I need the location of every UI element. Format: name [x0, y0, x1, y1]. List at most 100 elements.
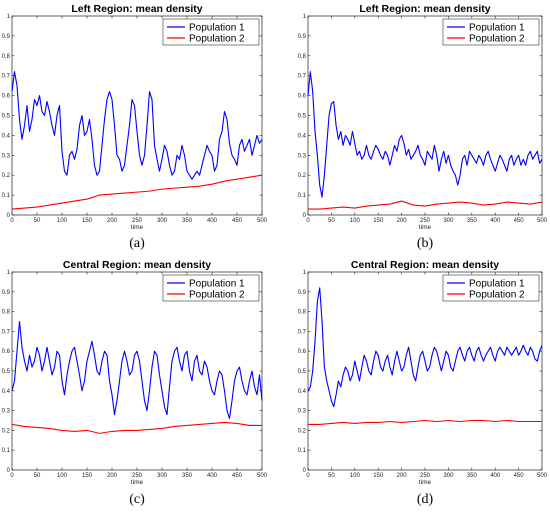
panel-caption: (b): [417, 236, 434, 251]
chart-panel: Central Region: mean density 0 0.1 0.2 0.3 0.…: [298, 259, 548, 507]
panel-caption: (d): [417, 492, 434, 507]
y-tick-label: 0.9: [298, 34, 307, 40]
y-tick-label: 0.8: [2, 310, 11, 316]
legend-entry: Population 1: [189, 23, 245, 34]
x-tick-label: 350: [182, 473, 193, 479]
x-tick-label: 350: [467, 218, 478, 224]
legend: [162, 274, 260, 302]
chart-title: Central Region: mean density: [63, 259, 211, 271]
x-tick-label: 350: [467, 473, 478, 479]
x-tick-label: 300: [157, 218, 168, 224]
x-tick-label: 500: [537, 473, 548, 479]
y-tick-label: 0: [303, 213, 307, 219]
y-tick-label: 0.5: [298, 114, 307, 120]
series-line-2: [308, 200, 543, 210]
chart-title: Left Region: mean density: [71, 3, 202, 15]
x-tick-label: 350: [182, 218, 193, 224]
x-tick-label: 400: [490, 473, 501, 479]
x-tick-label: 0: [10, 473, 14, 479]
x-axis-label: time: [131, 224, 144, 231]
chart-panel: Central Region: mean density 0 0.1 0.2 0.3 0.…: [2, 259, 268, 507]
series-line-1: [307, 71, 543, 198]
x-tick-label: 100: [350, 473, 361, 479]
x-tick-label: 450: [232, 473, 243, 479]
y-tick-label: 0.7: [2, 329, 11, 335]
x-tick-label: 500: [257, 218, 268, 224]
x-tick-label: 500: [257, 473, 268, 479]
y-tick-label: 0.8: [298, 310, 307, 316]
x-tick-label: 300: [443, 473, 454, 479]
chart-panel: Left Region: mean density 0 0.1 0.2 0.3 0.4 0.…: [2, 3, 268, 251]
x-tick-label: 50: [328, 473, 335, 479]
y-tick-label: 0.3: [298, 153, 307, 159]
y-tick-label: 0: [7, 468, 11, 474]
y-tick-label: 0.6: [298, 349, 307, 355]
legend-entry: Population 1: [469, 279, 525, 290]
x-axis-label: time: [419, 479, 432, 486]
x-tick-label: 150: [373, 473, 384, 479]
x-tick-label: 100: [57, 218, 68, 224]
y-tick-label: 0.1: [2, 448, 11, 454]
chart-panel: Left Region: mean density 0 0.1 0.2 0.3 0.4 0.…: [298, 3, 548, 251]
y-tick-label: 0.4: [2, 389, 11, 395]
y-tick-label: 0.1: [298, 448, 307, 454]
x-tick-label: 200: [107, 218, 118, 224]
chart-title: Left Region: mean density: [359, 3, 490, 15]
series-line-1: [307, 287, 543, 408]
y-tick-label: 0.5: [298, 369, 307, 375]
y-tick-label: 0.5: [2, 114, 11, 120]
x-tick-label: 450: [514, 473, 525, 479]
legend: [442, 274, 540, 302]
legend-entry: Population 1: [469, 23, 525, 34]
x-axis-label: time: [419, 224, 432, 231]
x-tick-label: 200: [397, 473, 408, 479]
y-tick-label: 0.6: [298, 94, 307, 100]
y-tick-label: 1: [303, 270, 307, 276]
x-tick-label: 300: [157, 473, 168, 479]
legend: [442, 18, 540, 46]
y-tick-label: 1: [303, 14, 307, 20]
x-tick-label: 450: [514, 218, 525, 224]
y-tick-label: 0.4: [298, 389, 307, 395]
x-tick-label: 150: [82, 218, 93, 224]
y-tick-label: 0.4: [2, 133, 11, 139]
x-tick-label: 250: [132, 218, 143, 224]
y-tick-label: 0: [303, 468, 307, 474]
y-tick-label: 0.3: [298, 409, 307, 415]
legend-entry: Population 1: [189, 279, 245, 290]
y-tick-label: 0.9: [2, 34, 11, 40]
x-tick-label: 100: [350, 218, 361, 224]
panel-caption: (a): [129, 236, 145, 251]
y-tick-label: 0.3: [2, 409, 11, 415]
y-tick-label: 0.2: [2, 173, 11, 179]
series-line-1: [11, 320, 263, 420]
y-tick-label: 0.5: [2, 369, 11, 375]
x-tick-label: 50: [34, 473, 41, 479]
x-tick-label: 400: [207, 218, 218, 224]
series-line-2: [308, 419, 542, 426]
y-tick-label: 0.6: [2, 94, 11, 100]
x-tick-label: 100: [57, 473, 68, 479]
x-tick-label: 200: [107, 473, 118, 479]
y-tick-label: 0.8: [2, 54, 11, 60]
y-tick-label: 0: [7, 213, 11, 219]
y-tick-label: 1: [7, 14, 11, 20]
y-tick-label: 0.3: [2, 153, 11, 159]
y-tick-label: 0.6: [2, 349, 11, 355]
x-tick-label: 150: [373, 218, 384, 224]
y-tick-label: 0.9: [298, 290, 307, 296]
y-tick-label: 0.8: [298, 54, 307, 60]
x-tick-label: 300: [443, 218, 454, 224]
x-tick-label: 400: [207, 473, 218, 479]
y-tick-label: 0.7: [2, 74, 11, 80]
y-tick-label: 0.7: [298, 329, 307, 335]
x-tick-label: 250: [420, 218, 431, 224]
legend-entry: Population 2: [189, 34, 245, 45]
x-tick-label: 500: [537, 218, 548, 224]
plot-area: [307, 15, 543, 216]
y-tick-label: 0.2: [298, 428, 307, 434]
legend-entry: Population 2: [189, 290, 245, 301]
series-line-2: [11, 174, 263, 210]
series-line-1: [11, 71, 263, 180]
